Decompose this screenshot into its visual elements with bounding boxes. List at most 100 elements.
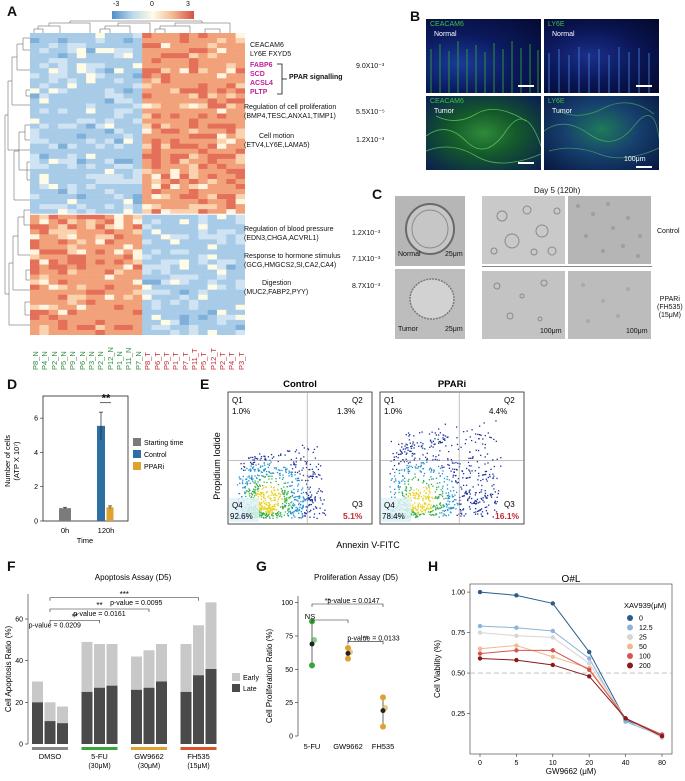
sig-bracket — [49, 619, 100, 624]
series-point — [477, 623, 483, 629]
sample-labels: P8_N P4_N P2_N P5_N P9_N P6_N P3_N P2_N P12_N P1_… — [30, 336, 246, 372]
if-scale-label: 100μm — [624, 156, 646, 163]
x-tick-label: 20 — [585, 760, 593, 767]
if-marker-label-2: CEACAM6 — [430, 98, 464, 105]
x-tick-label: 0 — [478, 760, 482, 767]
ppar-gene-pltp: PLTP — [250, 89, 268, 96]
sample-label: P3_T — [236, 352, 246, 370]
if-marker-label-0: CEACAM6 — [430, 21, 464, 28]
x-tick-label: 0h — [61, 526, 69, 535]
term-p-1: 1.2X10⁻³ — [356, 137, 385, 144]
y-tick-label: 40 — [15, 658, 23, 665]
legend-label: Starting time — [144, 440, 183, 447]
ppar-bracket — [277, 63, 287, 95]
y-tick-label: 1.00 — [451, 590, 465, 597]
mean-point — [309, 641, 315, 647]
sig-label: ** — [102, 393, 111, 405]
culture-image-control-2 — [568, 196, 651, 264]
culture-image-ppari-1: 100μm — [482, 271, 565, 339]
legend-swatch — [627, 653, 633, 659]
quadrant-q3: Q3 — [504, 500, 515, 509]
quadrant-q4-value: 78.4% — [382, 512, 405, 521]
series-point — [477, 630, 483, 635]
series-point — [587, 674, 592, 679]
legend-swatch — [627, 615, 633, 621]
sig-stars: *** — [120, 590, 129, 599]
x-tick-label: FH535 — [372, 742, 395, 751]
term-title-1: Cell motion — [259, 133, 295, 140]
term-p-2: 1.2X10⁻³ — [352, 230, 381, 237]
culture-scale-2: 100μm — [626, 328, 648, 335]
culture-scale-1: 100μm — [540, 328, 562, 335]
row-label-ppari: PPARi (FH535) (15μM) — [657, 296, 683, 320]
term-genes-0: (BMP4,TESC,ANXA1,TIMP1) — [244, 113, 336, 120]
quadrant-q3: Q3 — [352, 500, 363, 509]
panel-label-b: B — [410, 8, 421, 24]
series-point — [587, 667, 592, 673]
sample-label: P8_N — [31, 351, 40, 370]
y-tick-label: 0 — [34, 519, 38, 526]
bar-late — [32, 702, 43, 744]
quadrant-q4-box — [229, 498, 259, 522]
series-point — [550, 648, 555, 653]
bar-late — [94, 687, 105, 744]
y-axis-label: Cell Viability (%) — [433, 640, 442, 698]
quadrant-q1-value: 1.0% — [384, 407, 402, 416]
sig-bracket — [311, 619, 349, 623]
chart-title: Proliferation Assay (D5) — [314, 573, 398, 582]
sig-pvalue: p-value = 0.0209 — [29, 622, 81, 629]
bar-early — [156, 644, 167, 682]
organoid-normal-image: Normal 25μm — [395, 196, 465, 266]
organoid-tumor-image: Tumor 25μm — [395, 269, 465, 339]
group-color-bar — [81, 747, 118, 750]
legend-swatch — [627, 662, 633, 669]
sample-label: P7_N — [133, 351, 143, 370]
quadrant-q2: Q2 — [352, 396, 363, 405]
sample-label: P11_T — [189, 348, 199, 370]
sample-label: P5_T — [199, 352, 209, 370]
series-point — [477, 646, 483, 651]
data-point — [311, 637, 317, 643]
organoid-label-tumor: Tumor — [398, 326, 418, 333]
group-label: 5-FU — [91, 752, 108, 761]
bar-late — [44, 721, 56, 744]
flow-title: PPARi — [438, 379, 466, 390]
series-point — [514, 657, 519, 663]
x-tick-label: 10 — [549, 760, 557, 767]
series-point — [550, 601, 555, 606]
bar-early — [143, 650, 155, 688]
panel-label-d: D — [7, 376, 18, 392]
panel-label-h: H — [428, 558, 439, 574]
ppar-gene-acsl4: ACSL4 — [250, 80, 273, 87]
day-label: Day 5 (120h) — [534, 186, 581, 195]
y-tick-label: 60 — [15, 617, 23, 624]
sig-bracket — [347, 641, 384, 645]
x-axis-label: Annexin V-FITC — [336, 540, 400, 550]
y-tick-label: 0.75 — [451, 630, 465, 637]
legend-label: PPARi — [144, 464, 165, 471]
x-tick-label: 5 — [514, 760, 518, 767]
sig-bracket — [49, 608, 150, 612]
term-genes-3: (GCG,HMGCS2,SI,CA2,CA4) — [244, 262, 337, 269]
series-line — [479, 591, 663, 736]
colorbar-tick-mid: 0 — [150, 1, 154, 8]
y-tick-label: 0 — [289, 734, 293, 741]
flow-title: Control — [283, 379, 317, 390]
sample-label: P9_N — [68, 351, 78, 370]
data-point — [345, 655, 351, 662]
sig-pvalue: p-value = 0.0133 — [347, 635, 399, 642]
panel-label-g: G — [256, 558, 267, 574]
bar-early — [131, 656, 142, 690]
colorbar — [112, 11, 194, 19]
term-genes-4: (MUC2,FABP2,PYY) — [244, 289, 309, 296]
legend-swatch — [133, 450, 141, 458]
quadrant-q1: Q1 — [232, 396, 243, 405]
chart-title: Apoptosis Assay (D5) — [95, 573, 172, 582]
series-point — [550, 654, 555, 660]
heatmap — [30, 33, 245, 335]
row-label-control: Control — [657, 228, 680, 235]
panel-label-f: F — [7, 558, 16, 574]
quadrant-q1-value: 1.0% — [232, 407, 250, 416]
sample-label: P6_T — [152, 352, 162, 370]
group-sublabel: (30μM) — [88, 763, 110, 770]
